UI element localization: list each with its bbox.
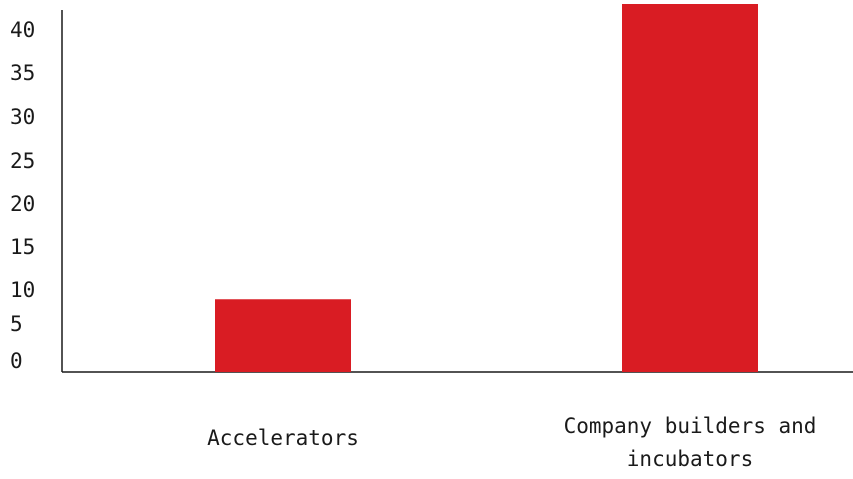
y-tick-label: 35	[10, 61, 35, 85]
bars	[215, 4, 758, 372]
y-tick-label: 25	[10, 149, 35, 173]
y-tick-label: 40	[10, 18, 35, 42]
x-category-label: Accelerators	[207, 426, 359, 450]
y-tick-label: 10	[10, 278, 35, 302]
y-tick-label: 5	[10, 312, 23, 336]
bar	[622, 4, 758, 372]
y-tick-label: 20	[10, 192, 35, 216]
category-labels: Accelerators Company builders and incubato…	[207, 414, 816, 471]
bar	[215, 299, 351, 372]
y-tick-label: 30	[10, 105, 35, 129]
x-category-label: Company builders and incubators	[564, 414, 817, 471]
y-axis-ticks: 0 5 10 15 20 25 30 35 40	[10, 18, 35, 373]
y-tick-label: 15	[10, 235, 35, 259]
y-tick-label: 0	[10, 349, 23, 373]
